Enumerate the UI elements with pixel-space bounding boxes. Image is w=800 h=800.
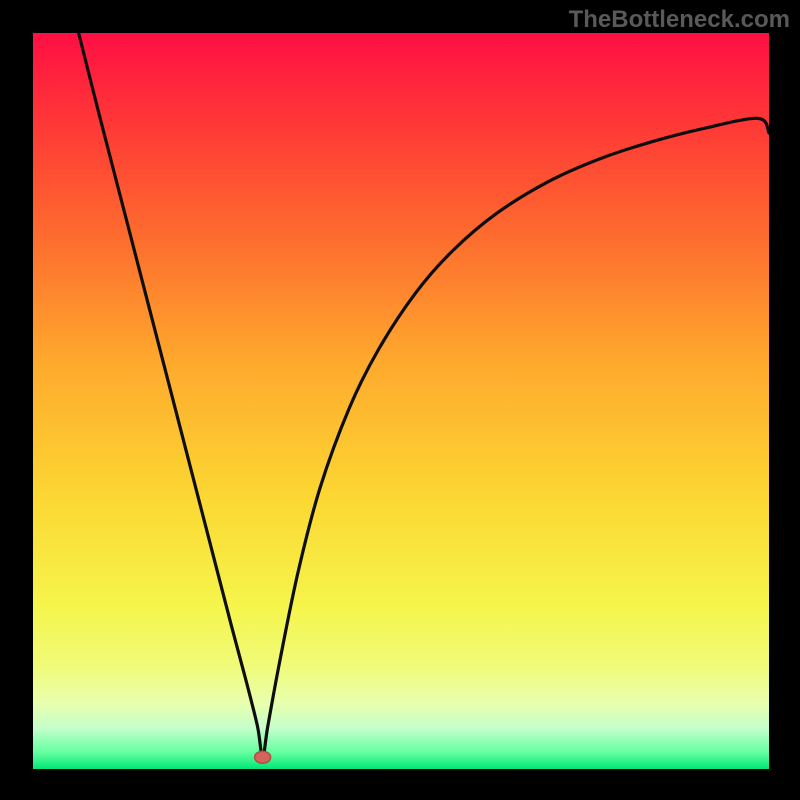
watermark-label: TheBottleneck.com <box>569 6 790 34</box>
plot-background <box>33 33 769 769</box>
minimum-marker-icon <box>255 751 271 763</box>
bottleneck-chart <box>0 0 800 800</box>
chart-container: TheBottleneck.com <box>0 0 800 800</box>
